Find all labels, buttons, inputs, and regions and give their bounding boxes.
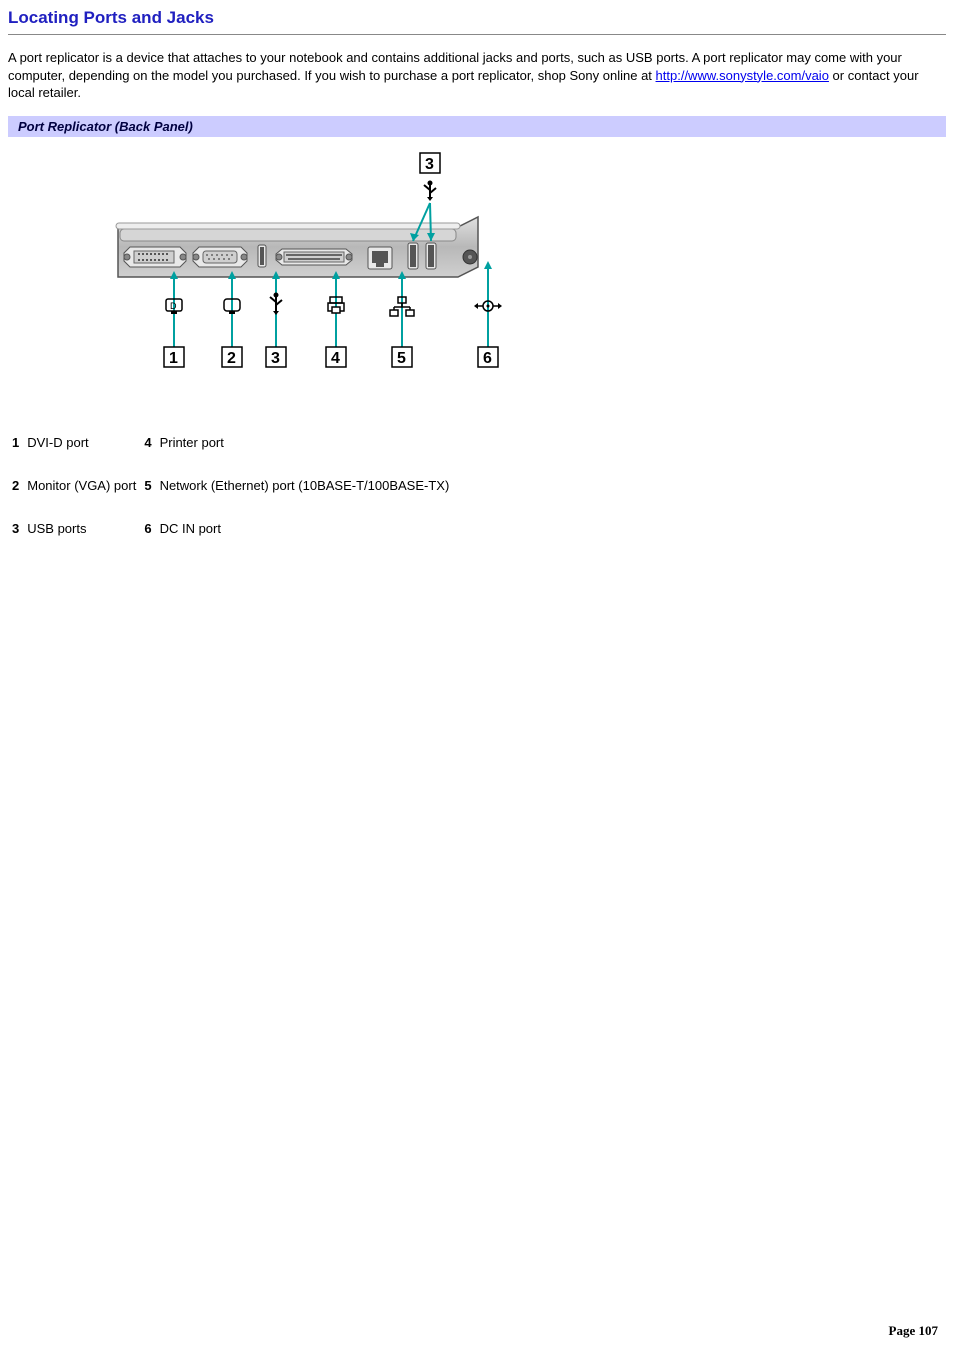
dvi-icon: D <box>166 299 182 314</box>
legend-label-2: Monitor (VGA) port <box>23 464 140 507</box>
usb-icon <box>270 292 282 315</box>
legend-num-4: 4 <box>140 421 155 464</box>
legend-label-5: Network (Ethernet) port (10BASE-T/100BAS… <box>156 464 454 507</box>
table-row: 1 DVI-D port 4 Printer port <box>8 421 453 464</box>
sony-link[interactable]: http://www.sonystyle.com/vaio <box>656 68 829 83</box>
legend-label-1: DVI-D port <box>23 421 140 464</box>
footer-label: Page <box>889 1323 919 1338</box>
page-footer: Page 107 <box>889 1323 938 1339</box>
diagram-caption: Port Replicator (Back Panel) <box>8 116 946 137</box>
footer-page: 107 <box>919 1323 939 1338</box>
svg-text:5: 5 <box>397 350 406 367</box>
page-title: Locating Ports and Jacks <box>8 8 946 30</box>
table-row: 2 Monitor (VGA) port 5 Network (Ethernet… <box>8 464 453 507</box>
top-callout-3: 3 <box>425 156 434 173</box>
svg-text:6: 6 <box>483 350 492 367</box>
legend-num-2: 2 <box>8 464 23 507</box>
legend-table: 1 DVI-D port 4 Printer port 2 Monitor (V… <box>8 421 453 550</box>
legend-num-6: 6 <box>140 507 155 550</box>
title-rule <box>8 34 946 35</box>
legend-label-3: USB ports <box>23 507 140 550</box>
legend-num-5: 5 <box>140 464 155 507</box>
port-replicator-diagram: 3 <box>108 147 568 377</box>
intro-paragraph: A port replicator is a device that attac… <box>8 49 946 102</box>
svg-text:D: D <box>170 301 177 311</box>
table-row: 3 USB ports 6 DC IN port <box>8 507 453 550</box>
svg-text:1: 1 <box>169 350 178 367</box>
diagram-container: 3 <box>8 143 946 397</box>
legend-num-3: 3 <box>8 507 23 550</box>
legend-label-6: DC IN port <box>156 507 454 550</box>
legend-label-4: Printer port <box>156 421 454 464</box>
svg-text:3: 3 <box>271 350 280 367</box>
legend-num-1: 1 <box>8 421 23 464</box>
svg-text:2: 2 <box>227 350 236 367</box>
svg-text:4: 4 <box>331 350 340 367</box>
